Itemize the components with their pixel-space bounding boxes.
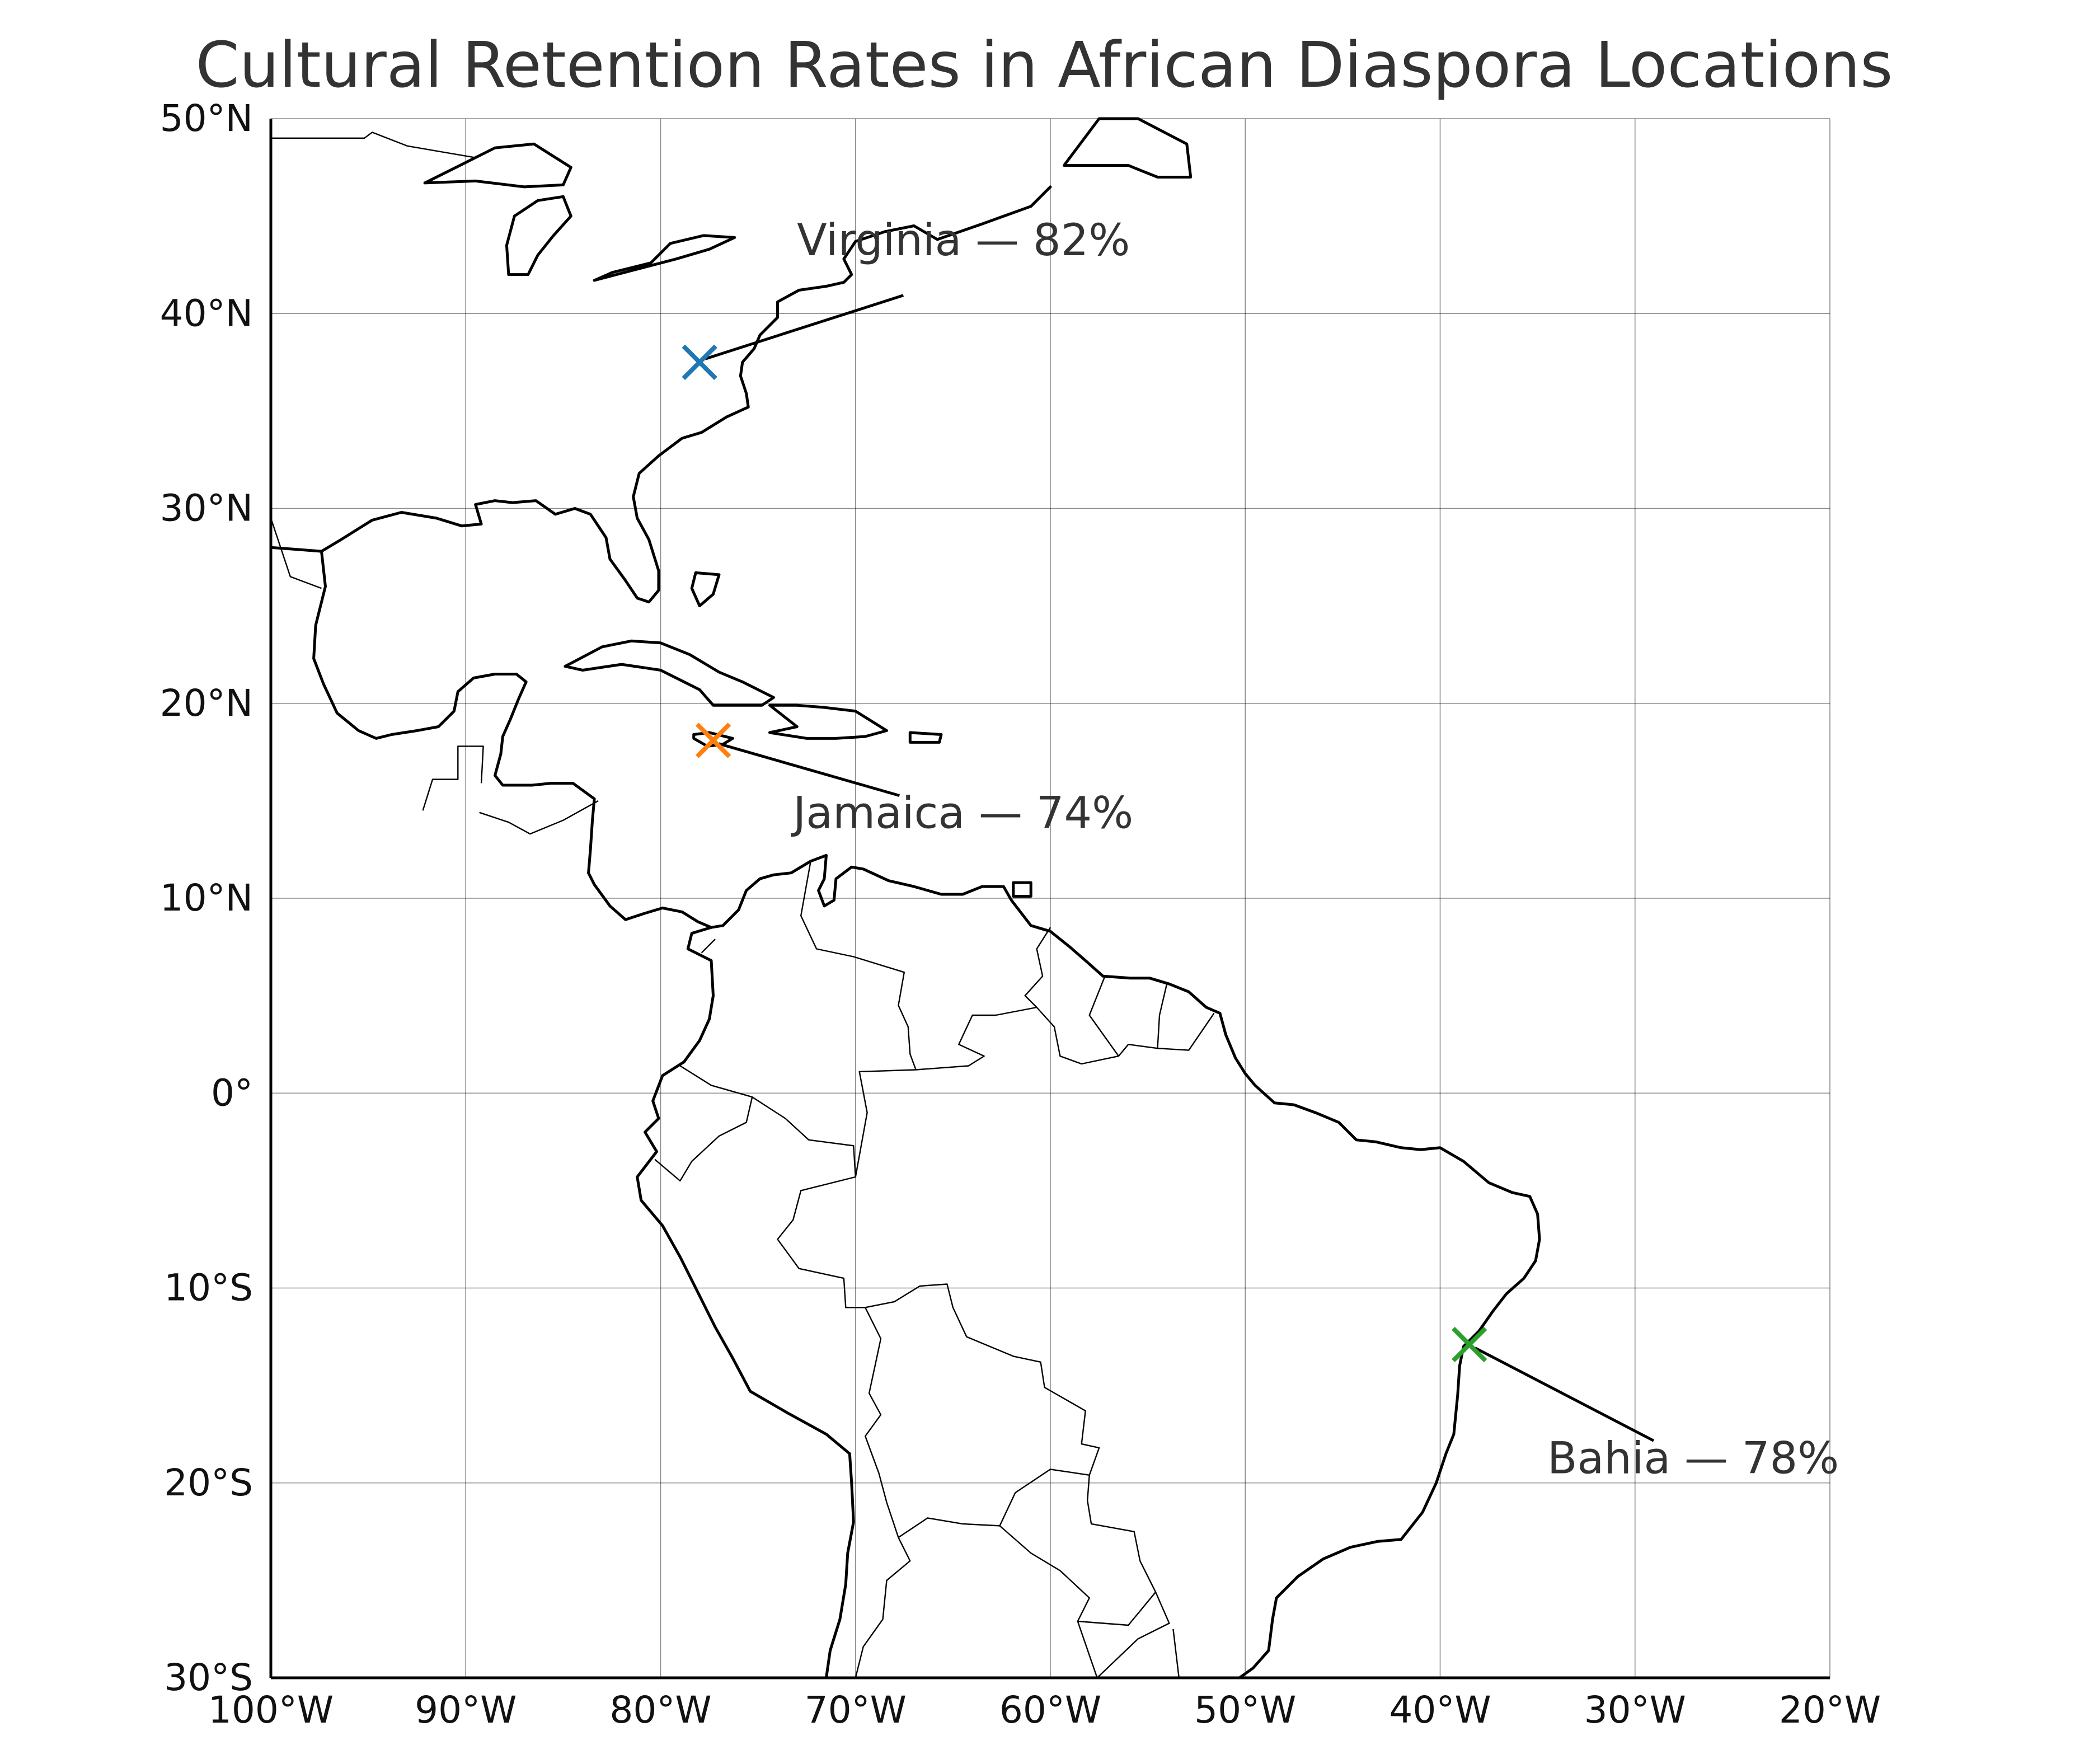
location-markers: Virginia — 82% Jamaica — 74% Bahia — 78% [682, 215, 1839, 1484]
location-label: Jamaica — 74% [790, 789, 1133, 839]
y-tick-label: 10°S [164, 1266, 253, 1310]
border-us-mexico [270, 518, 322, 589]
border-colombia-peru-brazil [777, 1069, 916, 1308]
coastline-lake-erie-ontario [593, 234, 736, 282]
y-tick-label: 30°S [164, 1656, 253, 1699]
leader-line [705, 294, 904, 360]
coastline-north-america [269, 546, 1541, 1679]
coastline-bahamas [690, 571, 721, 608]
x-icon [682, 344, 717, 380]
border-argentina-paraguay-river [1077, 1621, 1098, 1678]
border-us-canada [271, 132, 476, 158]
coastline-south-america-pacific [636, 926, 855, 1679]
border-venezuela-colombia [800, 861, 917, 1070]
border-french-guiana [1157, 982, 1168, 1049]
x-tick-label: 90°W [415, 1688, 517, 1732]
border-bolivia-brazil [865, 1283, 1100, 1476]
coastline-puerto-rico [908, 731, 943, 744]
border-venezuela-guyana [916, 927, 1051, 1071]
location-label: Virginia — 82% [797, 215, 1130, 266]
leader-line [1474, 1347, 1655, 1442]
axis-tick-labels: 100°W 90°W 80°W 70°W 60°W 50°W 40°W 30°W 20°W 50°… [160, 97, 1881, 1732]
location-label: Bahia — 78% [1547, 1433, 1839, 1484]
coastlines-and-borders [269, 117, 1541, 1679]
border-panama-colombia [701, 939, 716, 954]
y-tick-label: 40°N [160, 292, 253, 335]
coastline-cuba [564, 639, 775, 707]
border-paraguay [999, 1469, 1157, 1626]
border-argentina-chile [855, 1537, 911, 1678]
coastline-newfoundland [1062, 117, 1193, 179]
border-guatemala [422, 745, 484, 811]
leader-line [718, 742, 900, 797]
y-tick-label: 30°N [160, 487, 253, 530]
y-tick-label: 20°S [164, 1461, 253, 1504]
y-tick-label: 20°N [160, 682, 253, 725]
x-icon [1452, 1326, 1487, 1363]
map-frame-axes [269, 119, 1830, 1679]
border-guyana-brazil [1036, 1007, 1215, 1065]
x-icon [695, 723, 731, 758]
coastline-us-atlantic [320, 185, 1052, 604]
coastline-trinidad [1012, 881, 1032, 898]
x-tick-label: 40°W [1389, 1688, 1491, 1732]
coastline-hispaniola [768, 703, 888, 740]
border-colombia-peru-ecuador [654, 1065, 753, 1182]
border-suriname [1088, 975, 1119, 1057]
y-tick-label: 0° [211, 1071, 253, 1114]
coastline-lake-superior [423, 142, 572, 189]
x-tick-label: 30°W [1584, 1688, 1686, 1732]
x-tick-label: 60°W [999, 1688, 1101, 1732]
x-tick-label: 100°W [208, 1688, 334, 1732]
map-title: Cultural Retention Rates in African Dias… [195, 29, 1893, 102]
x-tick-label: 70°W [805, 1688, 907, 1732]
coastline-great-lakes [505, 195, 572, 276]
border-brazil-argentina-uruguay [1096, 1592, 1170, 1678]
border-brazil-uruguay [1172, 1629, 1180, 1678]
x-tick-label: 20°W [1779, 1688, 1881, 1732]
border-bolivia-peru-chile [865, 1307, 899, 1538]
x-tick-label: 80°W [609, 1688, 711, 1732]
y-tick-label: 10°N [160, 876, 253, 919]
border-honduras-nicaragua [479, 800, 599, 835]
border-bolivia-argentina [898, 1517, 1000, 1538]
border-peru-colombia-south [752, 1096, 856, 1177]
x-tick-label: 50°W [1194, 1688, 1296, 1732]
y-tick-label: 50°N [160, 97, 253, 140]
